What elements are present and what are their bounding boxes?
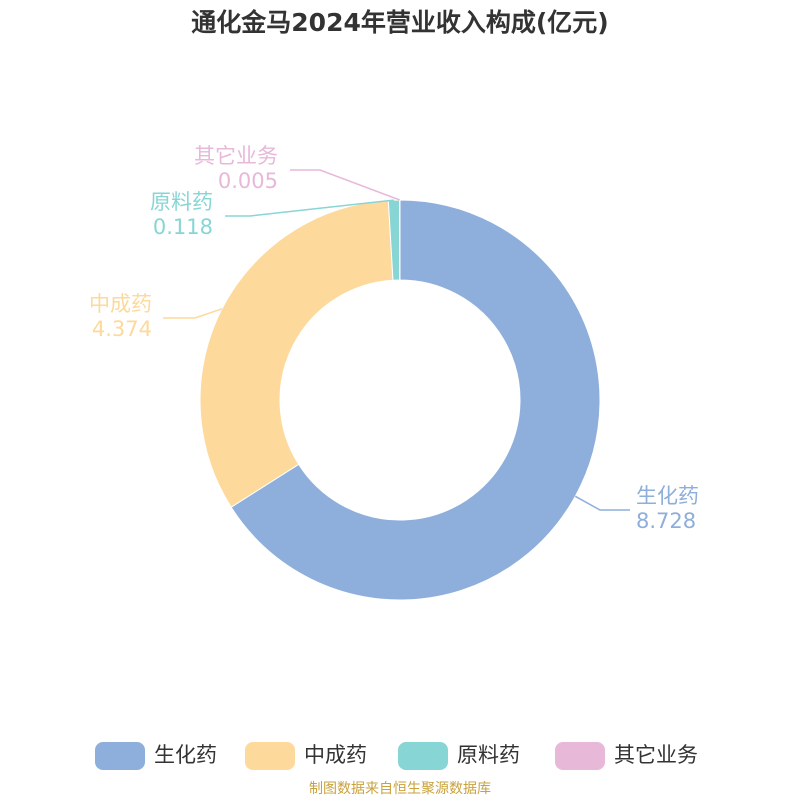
donut-slice	[199, 199, 394, 508]
slice-label: 中成药	[89, 292, 152, 316]
chart-title: 通化金马2024年营业收入构成(亿元)	[191, 8, 608, 37]
value-label: 0.005	[218, 169, 278, 193]
legend-swatch	[398, 742, 448, 770]
leader-line	[290, 169, 401, 201]
leader-line	[163, 308, 223, 319]
legend-swatch	[95, 742, 145, 770]
legend-label: 生化药	[154, 743, 217, 767]
legend-label: 原料药	[457, 743, 520, 767]
legend-label: 其它业务	[614, 743, 698, 767]
slice-label: 生化药	[636, 484, 699, 508]
legend-label: 中成药	[304, 743, 367, 767]
value-label: 8.728	[636, 509, 696, 533]
leader-line	[225, 199, 395, 217]
value-label: 0.118	[153, 215, 213, 239]
slice-label: 原料药	[150, 190, 213, 214]
source-note: 制图数据来自恒生聚源数据库	[309, 781, 491, 797]
leader-line	[574, 495, 630, 511]
value-label: 4.374	[92, 317, 152, 341]
donut-slice	[230, 199, 601, 601]
slice-label: 其它业务	[194, 144, 278, 168]
legend-swatch	[555, 742, 605, 770]
legend-swatch	[245, 742, 295, 770]
